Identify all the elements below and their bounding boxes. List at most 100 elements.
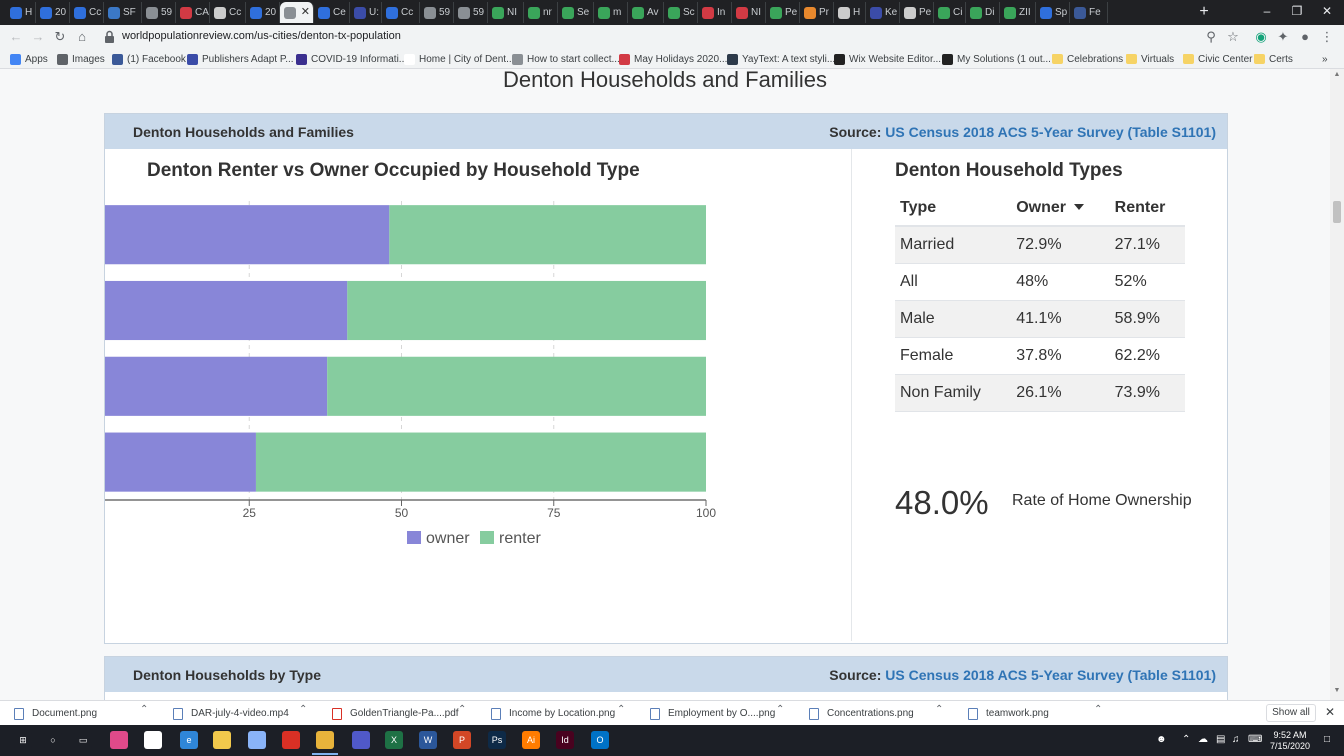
indesign-icon[interactable]: Id xyxy=(556,731,574,749)
browser-tab[interactable]: 59 xyxy=(454,2,488,23)
browser-tab[interactable]: 20 xyxy=(36,2,70,23)
acrobat-icon[interactable] xyxy=(282,731,300,749)
column-header-renter[interactable]: Renter xyxy=(1109,190,1185,227)
close-window-icon[interactable]: ✕ xyxy=(1321,4,1333,18)
column-header-owner[interactable]: Owner xyxy=(1011,190,1110,227)
download-options-chevron-icon[interactable]: ⌃ xyxy=(140,704,149,715)
download-item[interactable]: GoldenTriangle-Pa....pdf xyxy=(332,705,459,722)
restore-window-icon[interactable]: ❐ xyxy=(1291,4,1303,18)
bookmark-item[interactable]: Apps xyxy=(10,51,48,67)
notifications-icon[interactable]: □ xyxy=(1324,734,1331,745)
powerpoint-icon[interactable]: P xyxy=(453,731,471,749)
more-bookmarks-icon[interactable]: » xyxy=(1322,53,1328,65)
network-icon[interactable]: ▤ xyxy=(1216,734,1226,745)
bookmark-item[interactable]: Civic Center xyxy=(1183,51,1252,67)
browser-tab[interactable]: CA xyxy=(176,2,210,23)
browser-tab[interactable]: Fe xyxy=(1070,2,1108,23)
browser-tab[interactable]: NI xyxy=(488,2,524,23)
download-item[interactable]: DAR-july-4-video.mp4 xyxy=(173,705,289,722)
browser-tab[interactable]: In xyxy=(698,2,732,23)
browser-tab[interactable]: H xyxy=(834,2,866,23)
download-item[interactable]: Concentrations.png xyxy=(809,705,914,722)
source-link[interactable]: US Census 2018 ACS 5-Year Survey (Table … xyxy=(885,666,1216,683)
file-explorer-icon[interactable] xyxy=(213,731,231,749)
windows-start-icon[interactable]: ⊞ xyxy=(14,731,32,749)
minimize-window-icon[interactable]: – xyxy=(1263,4,1271,18)
teams-like-icon[interactable] xyxy=(352,731,370,749)
page-scrollbar[interactable]: ▲ ▼ xyxy=(1330,69,1344,700)
system-clock[interactable]: 9:52 AM 7/15/2020 xyxy=(1264,730,1316,752)
zoom-icon[interactable]: ⚲ xyxy=(1206,29,1216,44)
browser-tab[interactable]: H xyxy=(6,2,36,23)
grammarly-extension-icon[interactable]: ◉ xyxy=(1255,29,1267,44)
search-icon[interactable]: ○ xyxy=(44,731,62,749)
browser-tab[interactable]: 59 xyxy=(142,2,176,23)
browser-tab[interactable]: Pr xyxy=(800,2,834,23)
browser-menu-icon[interactable]: ⋮ xyxy=(1320,29,1334,44)
browser-tab[interactable]: Cc xyxy=(382,2,420,23)
show-all-downloads-button[interactable]: Show all xyxy=(1266,704,1316,722)
app-blue-icon[interactable] xyxy=(248,731,266,749)
bookmark-item[interactable]: COVID-19 Informati... xyxy=(296,51,407,67)
excel-icon[interactable]: X xyxy=(385,731,403,749)
outlook-icon[interactable]: O xyxy=(591,731,609,749)
browser-tab[interactable]: Di xyxy=(966,2,1000,23)
language-icon[interactable]: ⌨ xyxy=(1248,734,1263,745)
bookmark-item[interactable]: YayText: A text styli... xyxy=(727,51,835,67)
bookmark-item[interactable]: Publishers Adapt P... xyxy=(187,51,294,67)
scroll-up-arrow-icon[interactable]: ▲ xyxy=(1333,71,1341,78)
download-options-chevron-icon[interactable]: ⌃ xyxy=(1094,704,1103,715)
home-button[interactable]: ⌂ xyxy=(78,29,86,44)
chrome-alt-icon[interactable] xyxy=(144,731,162,749)
source-link[interactable]: US Census 2018 ACS 5-Year Survey (Table … xyxy=(885,123,1216,140)
browser-tab[interactable]: SF xyxy=(104,2,142,23)
back-button[interactable]: ← xyxy=(9,29,23,44)
bookmark-item[interactable]: My Solutions (1 out... xyxy=(942,51,1051,67)
browser-tab[interactable]: 59 xyxy=(420,2,454,23)
profile-avatar-icon[interactable]: ● xyxy=(1301,29,1309,44)
tray-overflow-icon[interactable]: ⌃ xyxy=(1182,734,1191,745)
download-options-chevron-icon[interactable]: ⌃ xyxy=(617,704,626,715)
photos-app-icon[interactable] xyxy=(110,731,128,749)
sound-icon[interactable]: ♫ xyxy=(1232,734,1240,745)
download-item[interactable]: Employment by O....png xyxy=(650,705,775,722)
browser-tab[interactable]: m xyxy=(594,2,628,23)
chrome-icon[interactable] xyxy=(312,731,338,755)
close-tab-icon[interactable]: ✕ xyxy=(300,6,310,18)
address-bar-url[interactable]: worldpopulationreview.com/us-cities/dent… xyxy=(122,30,401,42)
bookmark-item[interactable]: Certs xyxy=(1254,51,1293,67)
photoshop-icon[interactable]: Ps xyxy=(488,731,506,749)
browser-tab[interactable]: nr xyxy=(524,2,558,23)
browser-tab[interactable]: 20 xyxy=(246,2,280,23)
browser-tab[interactable]: Sc xyxy=(664,2,698,23)
reload-button[interactable]: ↻ xyxy=(54,29,66,44)
browser-tab[interactable]: Sp xyxy=(1036,2,1070,23)
browser-tab[interactable]: Cc xyxy=(210,2,246,23)
onedrive-icon[interactable]: ☁ xyxy=(1198,734,1208,745)
bookmark-item[interactable]: Celebrations xyxy=(1052,51,1123,67)
download-options-chevron-icon[interactable]: ⌃ xyxy=(935,704,944,715)
browser-tab[interactable]: ✕ xyxy=(280,2,314,23)
new-tab-button[interactable]: + xyxy=(1199,3,1209,20)
download-options-chevron-icon[interactable]: ⌃ xyxy=(776,704,785,715)
browser-tab[interactable]: Cc xyxy=(70,2,104,23)
browser-tab[interactable]: U: xyxy=(350,2,382,23)
browser-tab[interactable]: Se xyxy=(558,2,594,23)
bookmark-item[interactable]: Home | City of Dent... xyxy=(404,51,514,67)
download-item[interactable]: Income by Location.png xyxy=(491,705,615,722)
download-options-chevron-icon[interactable]: ⌃ xyxy=(458,704,467,715)
illustrator-icon[interactable]: Ai xyxy=(522,731,540,749)
extensions-puzzle-icon[interactable]: ✦ xyxy=(1277,29,1289,44)
browser-tab[interactable]: NI xyxy=(732,2,766,23)
bookmark-star-icon[interactable]: ☆ xyxy=(1227,29,1239,44)
bookmark-item[interactable]: May Holidays 2020... xyxy=(619,51,727,67)
browser-tab[interactable]: Av xyxy=(628,2,664,23)
bookmark-item[interactable]: How to start collect... xyxy=(512,51,620,67)
bookmark-item[interactable]: Wix Website Editor... xyxy=(834,51,941,67)
bookmark-item[interactable]: (1) Facebook xyxy=(112,51,186,67)
browser-tab[interactable]: Ce xyxy=(314,2,350,23)
browser-tab[interactable]: Pe xyxy=(900,2,934,23)
legend-label-owner[interactable]: owner xyxy=(426,530,470,547)
close-download-shelf-icon[interactable]: ✕ xyxy=(1325,705,1336,719)
forward-button[interactable]: → xyxy=(31,29,45,44)
